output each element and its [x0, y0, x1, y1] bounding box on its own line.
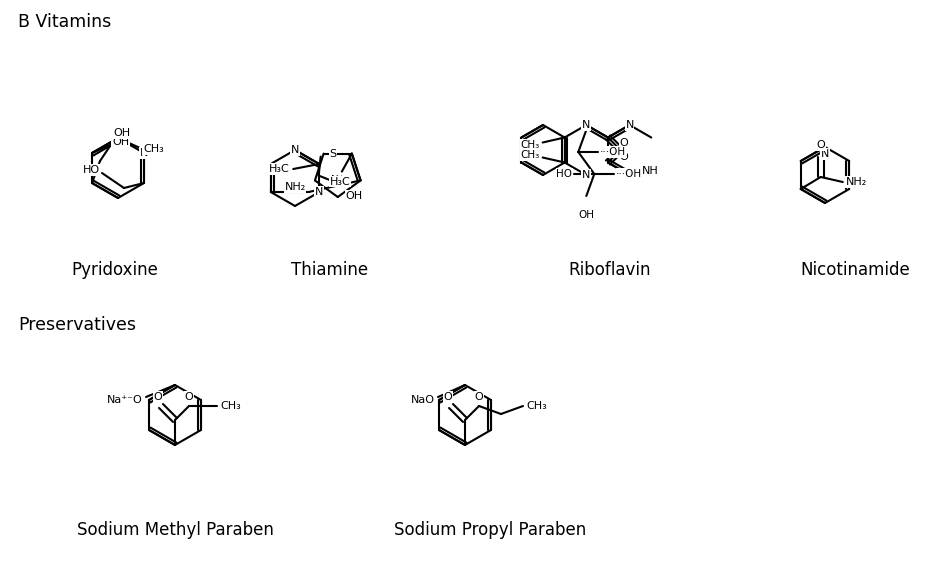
Text: CH₃: CH₃: [521, 151, 540, 160]
Text: ···OH: ···OH: [600, 147, 626, 157]
Text: O: O: [444, 392, 452, 402]
Text: NH: NH: [641, 166, 658, 176]
Text: B Vitamins: B Vitamins: [18, 13, 111, 31]
Text: N: N: [315, 187, 323, 197]
Text: O: O: [184, 392, 194, 402]
Text: H₃C: H₃C: [330, 177, 351, 186]
Text: Na⁺⁻O: Na⁺⁻O: [107, 395, 143, 405]
Text: Preservatives: Preservatives: [18, 316, 136, 334]
Text: OH: OH: [346, 190, 363, 201]
Text: O: O: [816, 140, 826, 150]
Text: HO: HO: [557, 169, 572, 179]
Text: N: N: [291, 145, 299, 155]
Text: NaO: NaO: [411, 395, 435, 405]
Text: Sodium Methyl Paraben: Sodium Methyl Paraben: [77, 521, 274, 539]
Text: Nicotinamide: Nicotinamide: [800, 261, 910, 279]
Text: Pyridoxine: Pyridoxine: [71, 261, 159, 279]
Text: OH: OH: [113, 128, 130, 138]
Text: ···OH: ···OH: [617, 169, 642, 179]
Text: CH₃: CH₃: [220, 401, 240, 411]
Text: N: N: [582, 170, 591, 180]
Text: N: N: [821, 149, 829, 159]
Text: Sodium Propyl Paraben: Sodium Propyl Paraben: [394, 521, 586, 539]
Text: Riboflavin: Riboflavin: [569, 261, 652, 279]
Text: H₃C: H₃C: [269, 164, 289, 174]
Text: O: O: [619, 151, 628, 162]
Text: Thiamine: Thiamine: [292, 261, 369, 279]
Text: CH₃: CH₃: [143, 144, 163, 154]
Text: OH: OH: [579, 210, 595, 220]
Text: N: N: [140, 148, 148, 158]
Text: NH₂: NH₂: [284, 182, 306, 192]
Text: CH₃: CH₃: [521, 140, 540, 150]
Text: CH₃: CH₃: [526, 401, 547, 411]
Text: O: O: [475, 392, 484, 402]
Text: O: O: [154, 392, 162, 402]
Text: OH: OH: [112, 137, 129, 147]
Text: S: S: [330, 148, 336, 159]
Text: NH₂: NH₂: [846, 177, 867, 187]
Text: O: O: [619, 139, 628, 148]
Text: HO: HO: [83, 165, 100, 175]
Text: N: N: [625, 120, 634, 130]
Text: N⁺: N⁺: [332, 175, 345, 185]
Text: N: N: [582, 120, 591, 130]
